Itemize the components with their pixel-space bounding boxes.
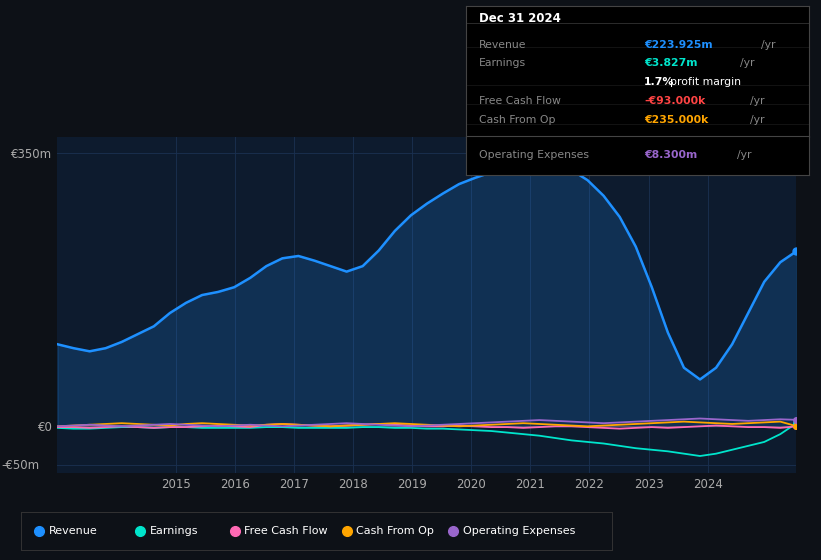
- Text: -€93.000k: -€93.000k: [644, 96, 705, 106]
- Text: Earnings: Earnings: [479, 58, 526, 68]
- Text: €235.000k: €235.000k: [644, 115, 709, 125]
- Text: /yr: /yr: [750, 115, 765, 125]
- Text: Free Cash Flow: Free Cash Flow: [244, 526, 328, 536]
- Text: Operating Expenses: Operating Expenses: [479, 150, 589, 160]
- Text: -€50m: -€50m: [2, 459, 39, 472]
- Text: Operating Expenses: Operating Expenses: [463, 526, 575, 536]
- Text: Revenue: Revenue: [479, 40, 527, 50]
- Text: 1.7%: 1.7%: [644, 77, 674, 87]
- Text: Earnings: Earnings: [149, 526, 198, 536]
- Text: Dec 31 2024: Dec 31 2024: [479, 12, 561, 25]
- Text: €3.827m: €3.827m: [644, 58, 698, 68]
- Text: /yr: /yr: [740, 58, 754, 68]
- Text: profit margin: profit margin: [670, 77, 741, 87]
- Text: /yr: /yr: [760, 40, 775, 50]
- Text: Free Cash Flow: Free Cash Flow: [479, 96, 561, 106]
- Text: Cash From Op: Cash From Op: [479, 115, 556, 125]
- Text: Revenue: Revenue: [49, 526, 98, 536]
- Text: /yr: /yr: [750, 96, 765, 106]
- Text: /yr: /yr: [736, 150, 751, 160]
- Text: €8.300m: €8.300m: [644, 150, 697, 160]
- Text: Cash From Op: Cash From Op: [356, 526, 434, 536]
- Text: €223.925m: €223.925m: [644, 40, 713, 50]
